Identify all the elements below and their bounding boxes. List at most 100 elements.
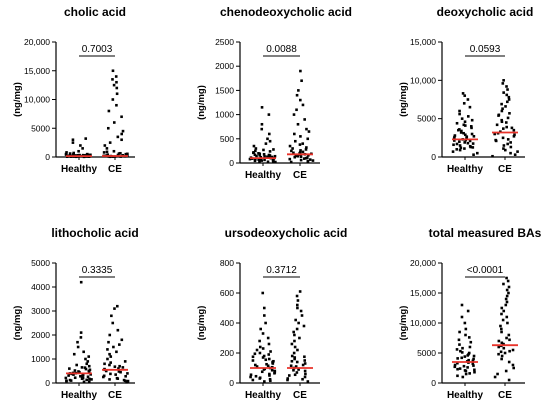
data-point: [254, 158, 257, 161]
data-point: [467, 336, 471, 339]
data-point: [472, 135, 476, 138]
data-point: [117, 370, 121, 373]
data-point: [499, 324, 502, 328]
data-point: [497, 352, 500, 356]
data-point: [507, 333, 511, 337]
y-tick-label: 0: [45, 152, 50, 162]
x-tick-label: Healthy: [447, 390, 484, 401]
data-point: [301, 142, 305, 145]
data-point: [507, 378, 511, 382]
data-point: [500, 357, 503, 361]
y-tick-label: 400: [220, 318, 234, 328]
data-point: [505, 125, 508, 129]
panel-title: chenodeoxycholic acid: [220, 5, 352, 19]
x-tick-label: CE: [293, 170, 307, 181]
data-point: [463, 369, 467, 372]
data-point: [264, 321, 267, 325]
data-point: [263, 314, 266, 317]
y-tick-label: 2000: [31, 330, 50, 340]
data-point: [266, 137, 269, 141]
data-point: [506, 88, 509, 91]
y-tick-label: 15,000: [410, 288, 436, 298]
data-point: [299, 155, 303, 159]
y-tick-label: 20,000: [24, 37, 50, 47]
y-tick-label: 5000: [31, 258, 50, 268]
data-point: [111, 321, 115, 325]
data-point: [120, 115, 123, 119]
data-point: [452, 143, 455, 147]
data-point: [259, 327, 262, 331]
data-point: [289, 364, 293, 368]
data-point: [500, 102, 503, 106]
data-point: [252, 144, 256, 148]
data-point: [251, 378, 255, 382]
p-value-label: 0.0088: [266, 44, 297, 55]
y-axis-label: (ng/mg): [196, 306, 207, 341]
data-point: [506, 116, 510, 120]
data-point: [75, 363, 78, 367]
data-point: [513, 153, 517, 156]
data-point: [257, 158, 260, 161]
data-point: [471, 142, 475, 145]
data-point: [85, 378, 88, 382]
data-point: [502, 309, 506, 313]
data-point: [120, 138, 123, 142]
data-point: [303, 369, 307, 373]
data-point: [504, 148, 507, 152]
data-point: [268, 374, 271, 377]
data-point: [82, 380, 86, 384]
data-point: [86, 360, 90, 363]
data-point: [255, 154, 258, 158]
data-point: [72, 373, 75, 376]
y-axis-label: (ng/mg): [196, 85, 207, 120]
data-point: [68, 378, 72, 382]
data-point: [303, 355, 306, 359]
data-point: [472, 153, 475, 156]
data-point: [286, 378, 289, 382]
data-point: [271, 361, 274, 365]
data-point: [502, 79, 505, 82]
data-point: [258, 345, 262, 349]
data-point: [303, 362, 307, 365]
data-point: [516, 150, 519, 153]
data-point: [505, 300, 509, 304]
data-point: [85, 362, 89, 366]
data-point: [263, 155, 266, 158]
data-point: [260, 159, 264, 162]
y-tick-label: 600: [220, 288, 234, 298]
data-point: [79, 374, 82, 378]
data-point: [267, 153, 271, 157]
data-point: [299, 98, 302, 102]
data-point: [126, 372, 129, 375]
data-point: [255, 348, 259, 352]
data-point: [117, 367, 120, 370]
data-point: [87, 370, 91, 374]
data-point: [72, 153, 75, 156]
data-point: [266, 336, 270, 340]
panel-title: cholic acid: [64, 5, 126, 19]
data-point: [113, 365, 117, 368]
panel-title: deoxycholic acid: [437, 5, 534, 19]
data-point: [292, 151, 295, 155]
data-point: [507, 291, 510, 295]
data-point: [109, 372, 112, 376]
data-point: [504, 369, 508, 373]
data-point: [268, 139, 272, 143]
data-point: [84, 357, 87, 361]
data-point: [299, 149, 302, 152]
data-point: [512, 366, 515, 370]
data-point: [65, 151, 68, 154]
data-point: [262, 148, 265, 152]
data-point: [64, 376, 68, 380]
data-point: [84, 367, 88, 371]
data-point: [453, 135, 456, 139]
data-point: [76, 345, 80, 349]
x-tick-label: Healthy: [245, 170, 282, 181]
y-tick-label: 3000: [31, 306, 50, 316]
data-point: [461, 346, 464, 350]
data-point: [470, 132, 474, 136]
data-point: [77, 149, 80, 153]
data-point: [106, 348, 109, 351]
data-point: [512, 135, 516, 138]
data-point: [460, 117, 464, 120]
